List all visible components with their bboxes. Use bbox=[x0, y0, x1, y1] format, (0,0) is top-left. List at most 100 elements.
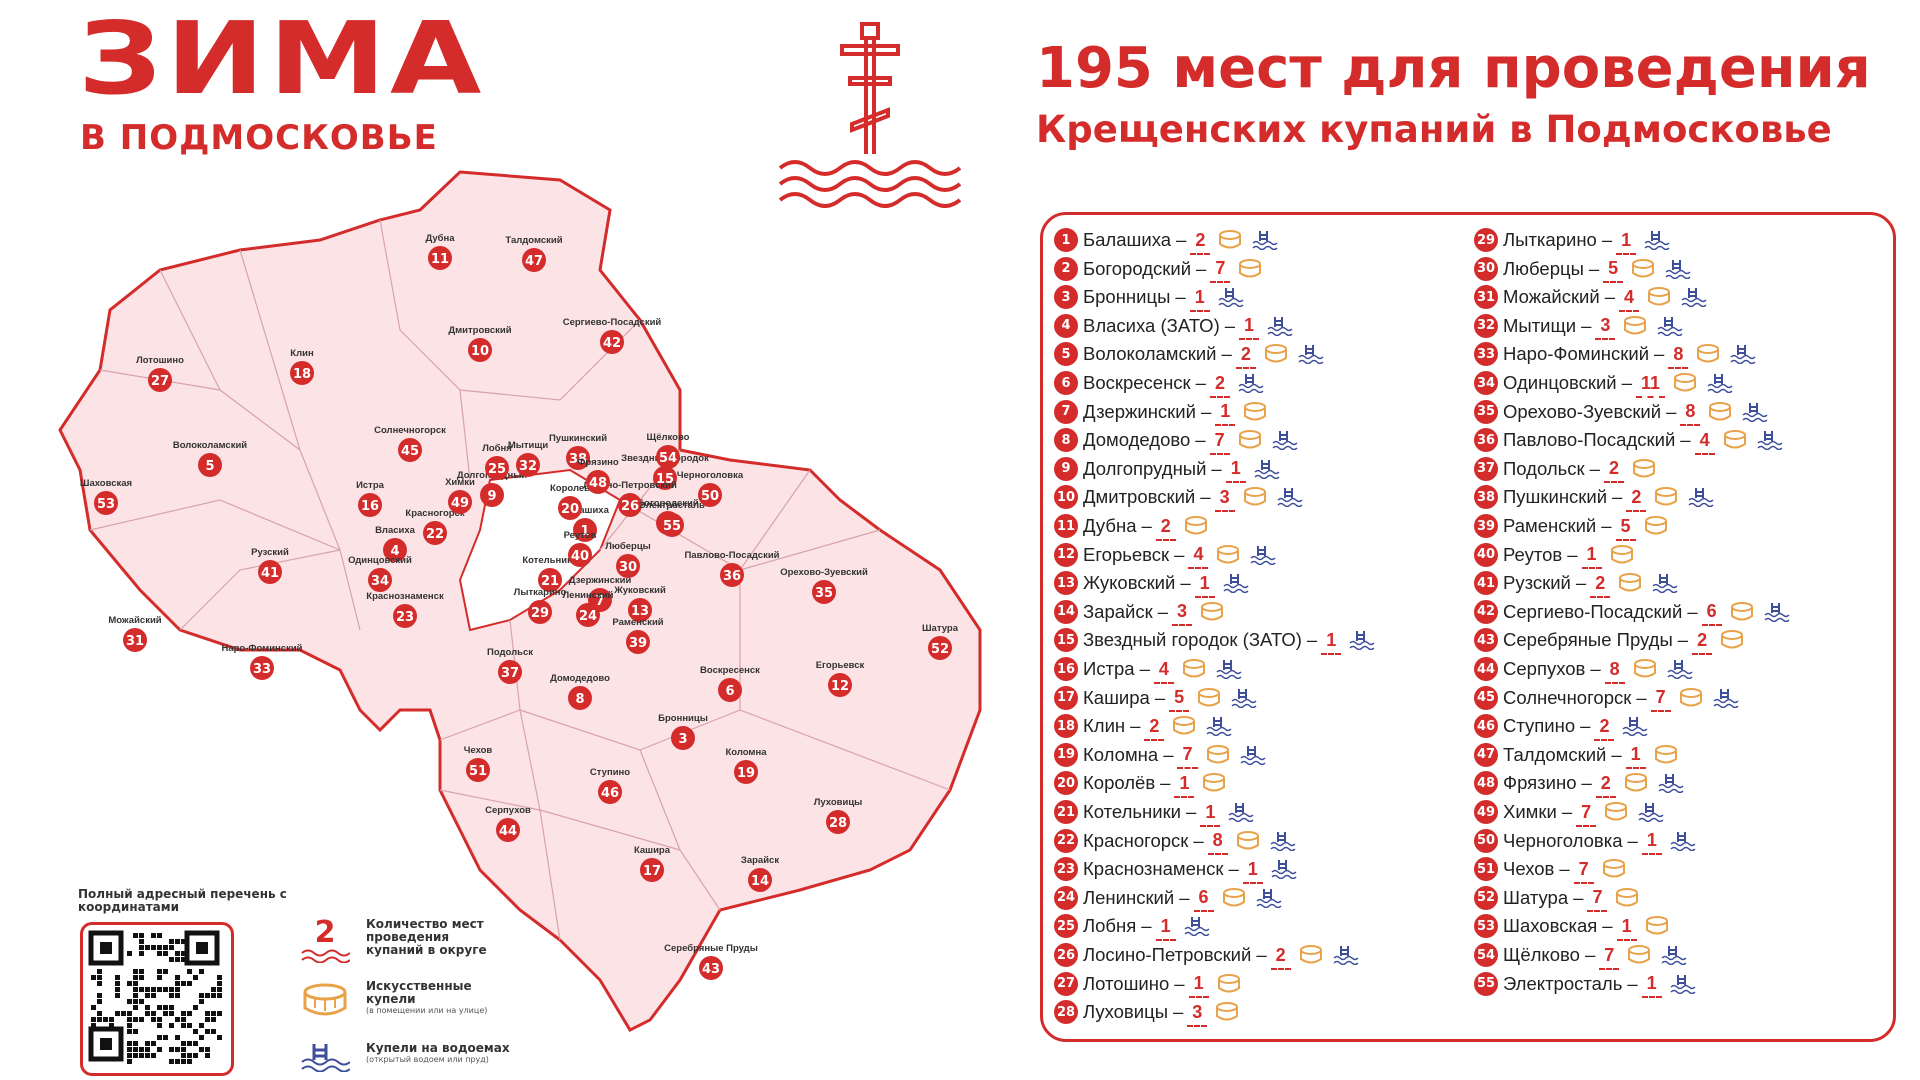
map-marker-number: 17 bbox=[643, 864, 661, 879]
water-pool-icon bbox=[1218, 288, 1244, 308]
district-count: 8 bbox=[1207, 830, 1228, 856]
district-name: Лосино-Петровский bbox=[1083, 944, 1252, 965]
district-item: 47 Талдомский –1 bbox=[1474, 741, 1688, 770]
water-pool-icon bbox=[1742, 402, 1768, 422]
water-pool-icon bbox=[1644, 231, 1670, 250]
map-marker bbox=[485, 456, 509, 480]
district-count: 6 bbox=[1701, 601, 1722, 627]
district-name: Рузский bbox=[1503, 572, 1571, 594]
map-marker-number: 48 bbox=[589, 476, 607, 491]
dash-separator: – bbox=[1174, 972, 1185, 994]
map-marker bbox=[720, 563, 744, 587]
district-name: Пушкинский bbox=[1503, 486, 1608, 508]
map-district-label: Краснознаменск bbox=[366, 591, 444, 602]
map-marker-number: 28 bbox=[829, 816, 847, 831]
district-number-badge: 23 bbox=[1054, 857, 1078, 882]
artificial-font-icon bbox=[1206, 744, 1229, 764]
map-marker bbox=[826, 810, 850, 834]
district-number-badge: 28 bbox=[1054, 1000, 1078, 1025]
dash-separator: – bbox=[1193, 829, 1204, 851]
qr-code-icon bbox=[88, 930, 222, 1064]
cross-over-water-icon bbox=[778, 22, 962, 208]
map-marker-number: 12 bbox=[831, 679, 849, 694]
district-name: Орехово-Зуевский bbox=[1503, 400, 1662, 422]
map-marker bbox=[258, 560, 282, 584]
map-marker-number: 30 bbox=[619, 560, 637, 575]
map-marker bbox=[618, 493, 642, 517]
dash-separator: – bbox=[1611, 743, 1622, 765]
brand-subtitle: В ПОДМОСКОВЬЕ bbox=[80, 118, 438, 158]
district-count: 8 bbox=[1668, 344, 1689, 369]
dash-separator: – bbox=[1666, 400, 1677, 422]
map-district-label: Королев bbox=[550, 483, 590, 494]
district-name: Наро-Фоминский bbox=[1503, 343, 1650, 365]
district-name: Бронницы bbox=[1083, 286, 1171, 308]
water-pool-icon bbox=[1223, 574, 1249, 594]
artificial-font-icon bbox=[1730, 601, 1753, 621]
map-marker bbox=[698, 483, 722, 507]
district-number-badge: 18 bbox=[1054, 714, 1078, 739]
district-item: 38 Пушкинский –2 bbox=[1474, 483, 1720, 512]
dash-separator: – bbox=[1179, 886, 1190, 908]
dash-separator: – bbox=[1612, 486, 1623, 508]
water-pool-icon bbox=[1661, 946, 1687, 965]
map-marker-number: 21 bbox=[541, 574, 559, 589]
district-number-badge: 29 bbox=[1474, 228, 1498, 252]
district-item: 15 Звездный городок (ЗАТО) –1 bbox=[1054, 626, 1381, 655]
district-number-badge: 4 bbox=[1054, 313, 1078, 338]
artificial-font-icon bbox=[1173, 716, 1196, 735]
map-marker-number: 27 bbox=[151, 374, 169, 389]
map-marker-number: 37 bbox=[501, 666, 519, 681]
water-pool-icon bbox=[1638, 803, 1664, 822]
district-count: 1 bbox=[1641, 830, 1662, 856]
map-marker bbox=[653, 466, 677, 490]
map-marker-number: 49 bbox=[451, 496, 469, 511]
dash-separator: – bbox=[1601, 229, 1613, 250]
district-count: 3 bbox=[1172, 601, 1193, 627]
district-name: Электросталь bbox=[1503, 972, 1623, 994]
districts-legend-panel bbox=[1040, 212, 1896, 1042]
map-marker-number: 45 bbox=[401, 444, 419, 459]
map-district-label: Истра bbox=[356, 480, 385, 491]
district-number-badge: 16 bbox=[1054, 657, 1078, 681]
district-number-badge: 32 bbox=[1474, 313, 1498, 338]
map-district-label: Ступино bbox=[590, 767, 630, 778]
map-marker-number: 46 bbox=[601, 786, 619, 801]
district-number-badge: 36 bbox=[1474, 428, 1498, 453]
map-marker-number: 43 bbox=[702, 962, 720, 977]
district-count: 2 bbox=[1270, 945, 1291, 970]
map-marker bbox=[628, 598, 652, 622]
district-item: 16 Истра –4 bbox=[1054, 655, 1248, 684]
district-count: 7 bbox=[1599, 945, 1620, 970]
district-count: 11 bbox=[1635, 373, 1666, 398]
map-district-label: Одинцовский bbox=[348, 555, 412, 566]
district-count: 1 bbox=[1215, 401, 1236, 427]
district-item: 3 Бронницы –1 bbox=[1054, 283, 1250, 312]
dash-separator: – bbox=[1604, 286, 1616, 308]
artificial-font-icon bbox=[1645, 916, 1668, 935]
water-pool-icon bbox=[1256, 888, 1282, 908]
map-district-label: Мытищи bbox=[508, 440, 549, 451]
map-marker-number: 39 bbox=[629, 636, 647, 651]
map-district-label: Власиха bbox=[375, 525, 416, 536]
district-item: 5 Волоколамский –2 bbox=[1054, 340, 1330, 369]
map-marker-number: 22 bbox=[426, 527, 444, 542]
brand-title: ЗИМА bbox=[78, 0, 486, 117]
map-district-label: Коломна bbox=[725, 747, 767, 758]
district-count: 7 bbox=[1650, 687, 1671, 713]
qr-code[interactable] bbox=[80, 922, 234, 1076]
map-marker bbox=[828, 673, 852, 697]
map-marker-number: 47 bbox=[525, 254, 543, 269]
district-name: Серпухов bbox=[1503, 658, 1586, 679]
district-count: 4 bbox=[1153, 659, 1174, 684]
district-item: 2 Богородский –7 bbox=[1054, 255, 1272, 284]
water-pool-icon bbox=[1271, 860, 1297, 880]
map-marker bbox=[516, 453, 540, 477]
artificial-font-icon bbox=[1648, 287, 1671, 306]
district-name: Можайский bbox=[1503, 286, 1600, 308]
district-number-badge: 10 bbox=[1054, 485, 1078, 510]
map-marker-number: 31 bbox=[126, 634, 144, 649]
district-name: Коломна bbox=[1083, 743, 1159, 765]
district-name: Дмитровский bbox=[1083, 486, 1196, 508]
map-marker bbox=[94, 491, 118, 515]
